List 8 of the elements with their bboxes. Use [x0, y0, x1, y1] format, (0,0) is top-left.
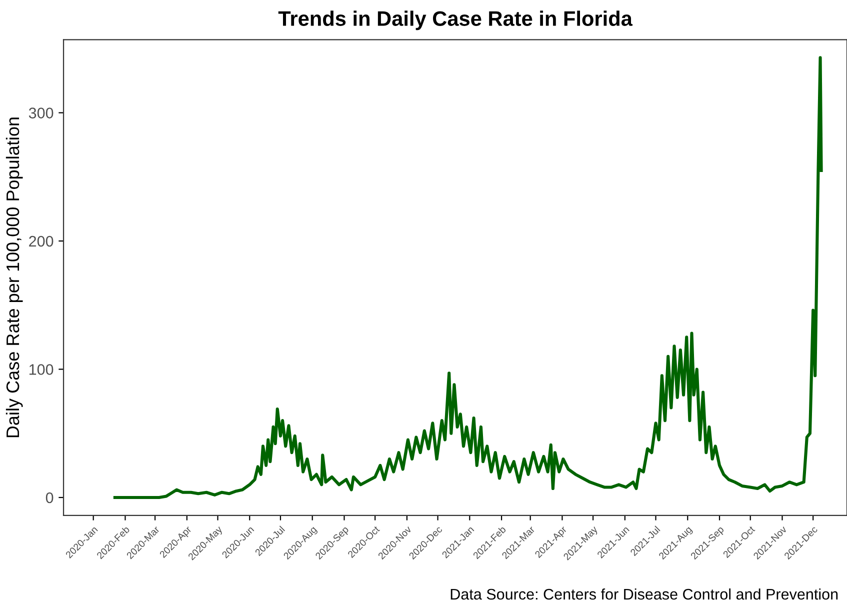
line-series — [113, 56, 823, 500]
chart-title: Trends in Daily Case Rate in Florida — [278, 10, 633, 30]
y-axis-title: Daily Case Rate per 100,000 Population — [6, 118, 23, 438]
y-tick-label: 100 — [29, 364, 54, 375]
y-tick-label: 200 — [29, 236, 54, 247]
y-tick-label: 300 — [28, 108, 54, 118]
source-note: Data Source: Centers for Disease Control and Prevention — [450, 588, 838, 600]
y-tick-label: 0 — [46, 492, 54, 504]
